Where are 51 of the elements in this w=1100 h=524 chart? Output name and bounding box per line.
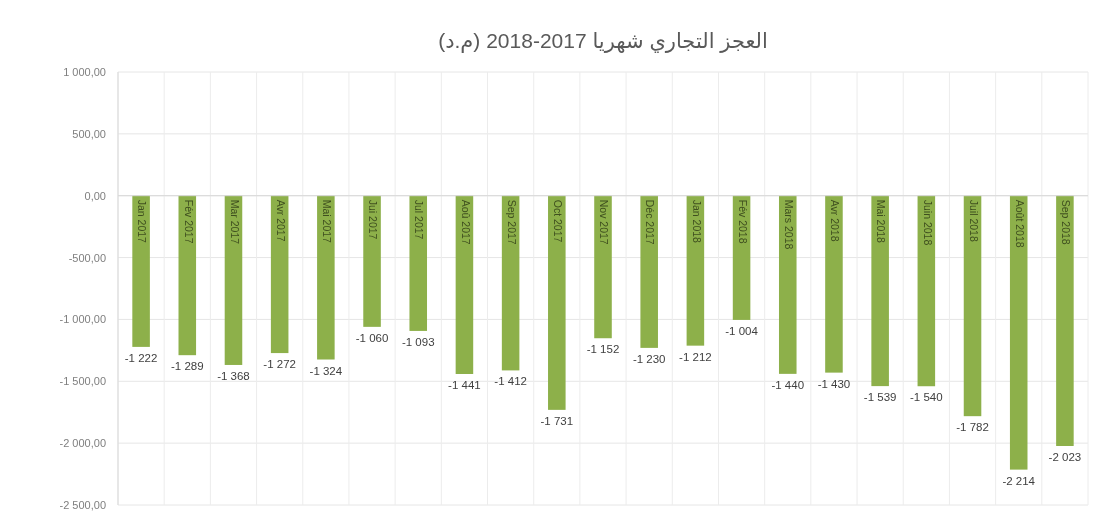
x-tick-label: Mars 2018 [782,199,795,250]
data-label: -1 440 [771,378,805,391]
data-label: -1 782 [956,421,989,434]
x-tick-label: Déc 2017 [644,199,657,245]
data-label: -1 368 [217,369,250,382]
data-label: -1 004 [725,324,759,337]
x-tick-label: Jui 2017 [367,199,380,240]
data-label: -1 540 [910,391,943,404]
data-label: -1 152 [586,343,620,356]
data-label: -1 539 [863,391,897,404]
x-tick-label: Avr 2018 [829,199,842,242]
data-label: -1 430 [817,377,851,390]
data-label: -2 023 [1048,450,1082,463]
x-tick-label: Mar 2017 [228,199,241,245]
x-tick-label: Jan 2018 [690,199,703,244]
x-tick-label: Jan 2017 [136,199,149,244]
y-tick-label: 0,00 [84,189,106,202]
data-label: -1 060 [355,331,389,344]
y-tick-label: -500,00 [68,251,106,264]
y-tick-label: -2 000,00 [59,437,106,450]
y-tick-label: 500,00 [72,127,106,140]
chart-title: العجز التجاري شهريا 2017-2018 (م.د) [438,29,768,53]
x-tick-label: Fév 2018 [736,199,749,244]
x-tick-label: Jul 2017 [413,199,426,240]
x-tick-label: Mai 2018 [875,199,888,244]
y-tick-label: 1 000,00 [63,66,106,78]
x-tick-label: Sep 2018 [1060,199,1073,245]
x-tick-label: Fév 2017 [182,199,195,244]
data-label: -1 441 [448,378,481,391]
data-label: -1 212 [679,350,712,363]
data-label: -1 093 [401,335,435,348]
data-label: -1 222 [124,351,158,364]
x-tick-label: Mai 2017 [321,199,334,244]
x-tick-label: Août 2018 [1013,199,1026,248]
y-tick-label: -2 500,00 [59,499,106,511]
x-tick-label: Aoû 2017 [459,199,472,245]
data-label: -1 230 [632,352,666,365]
y-tick-label: -1 000,00 [59,313,106,326]
data-label: -1 412 [494,375,527,388]
x-tick-label: Oct 2017 [552,199,565,243]
data-label: -1 272 [263,358,296,371]
x-tick-label: Juil 2018 [967,199,980,242]
y-tick-label: -1 500,00 [59,375,106,388]
x-tick-label: Juin 2018 [921,199,934,246]
x-tick-label: Avr 2017 [274,199,287,242]
x-tick-label: Sep 2017 [505,199,518,245]
data-label: -1 731 [540,414,574,427]
x-tick-label: Nov 2017 [598,199,611,245]
data-label: -1 289 [170,360,204,373]
data-label: -1 324 [309,364,343,377]
data-label: -2 214 [1002,474,1036,487]
